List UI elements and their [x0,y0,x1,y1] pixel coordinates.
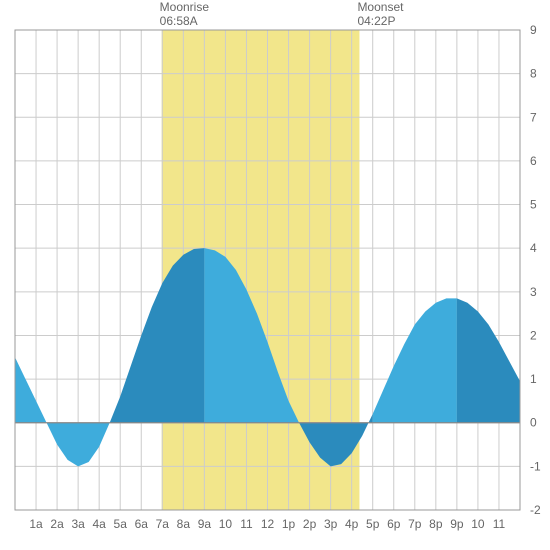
svg-text:8a: 8a [177,517,191,531]
svg-text:1a: 1a [29,517,43,531]
moonset-annotation: Moonset 04:22P [357,0,403,29]
svg-text:11: 11 [493,517,506,531]
svg-text:1p: 1p [282,517,296,531]
svg-text:9: 9 [530,23,537,37]
svg-text:10: 10 [219,517,233,531]
svg-text:6a: 6a [135,517,149,531]
svg-text:2a: 2a [50,517,64,531]
moonset-label: Moonset [357,0,403,14]
svg-text:-1: -1 [530,459,541,473]
svg-text:3: 3 [530,285,537,299]
tide-chart: Moonrise 06:58A Moonset 04:22P 1a2a3a4a5… [0,0,550,550]
svg-text:3p: 3p [324,517,338,531]
chart-svg: 1a2a3a4a5a6a7a8a9a1011121p2p3p4p5p6p7p8p… [0,0,550,550]
svg-text:11: 11 [240,517,253,531]
moonrise-label: Moonrise [160,0,209,14]
moonrise-time: 06:58A [160,14,209,28]
svg-text:7a: 7a [156,517,170,531]
svg-text:4a: 4a [92,517,106,531]
svg-text:2: 2 [530,328,537,342]
moonrise-annotation: Moonrise 06:58A [160,0,209,29]
svg-text:6p: 6p [387,517,401,531]
svg-text:5p: 5p [366,517,380,531]
svg-text:7p: 7p [408,517,422,531]
svg-text:8p: 8p [429,517,443,531]
svg-text:12: 12 [261,517,275,531]
svg-text:5: 5 [530,198,537,212]
svg-text:4: 4 [530,241,537,255]
svg-text:9p: 9p [450,517,464,531]
svg-text:10: 10 [471,517,485,531]
svg-text:1: 1 [530,372,537,386]
svg-text:0: 0 [530,416,537,430]
svg-text:3a: 3a [71,517,85,531]
svg-text:5a: 5a [114,517,128,531]
svg-text:4p: 4p [345,517,359,531]
svg-text:-2: -2 [530,503,541,517]
svg-text:9a: 9a [198,517,212,531]
moonset-time: 04:22P [357,14,403,28]
svg-text:8: 8 [530,67,537,81]
svg-text:6: 6 [530,154,537,168]
svg-text:7: 7 [530,110,537,124]
svg-text:2p: 2p [303,517,317,531]
